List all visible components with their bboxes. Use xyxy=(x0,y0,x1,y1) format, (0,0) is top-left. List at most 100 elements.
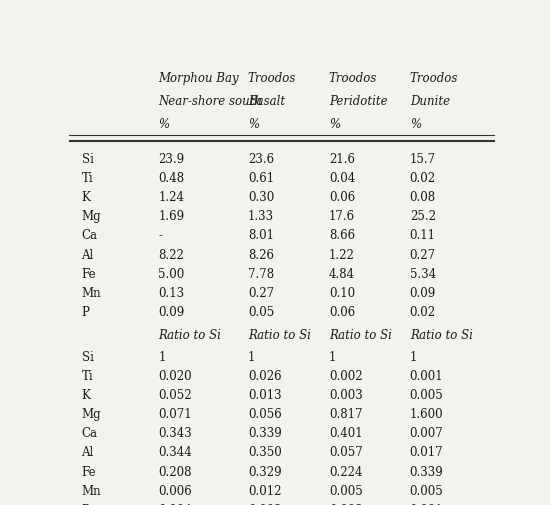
Text: 23.9: 23.9 xyxy=(158,153,184,166)
Text: 0.27: 0.27 xyxy=(248,286,274,299)
Text: 0.052: 0.052 xyxy=(158,388,192,401)
Text: 0.09: 0.09 xyxy=(410,286,436,299)
Text: 0.11: 0.11 xyxy=(410,229,436,242)
Text: 17.6: 17.6 xyxy=(329,210,355,223)
Text: 0.005: 0.005 xyxy=(410,388,443,401)
Text: Mg: Mg xyxy=(81,408,101,421)
Text: 0.002: 0.002 xyxy=(248,502,282,505)
Text: Peridotite: Peridotite xyxy=(329,95,387,108)
Text: Ratio to Si: Ratio to Si xyxy=(410,328,472,341)
Text: 25.2: 25.2 xyxy=(410,210,436,223)
Text: Ti: Ti xyxy=(81,172,93,185)
Text: 0.13: 0.13 xyxy=(158,286,184,299)
Text: 8.01: 8.01 xyxy=(248,229,274,242)
Text: P: P xyxy=(81,502,90,505)
Text: 0.026: 0.026 xyxy=(248,369,282,382)
Text: 0.020: 0.020 xyxy=(158,369,192,382)
Text: 0.06: 0.06 xyxy=(329,305,355,318)
Text: %: % xyxy=(410,117,421,130)
Text: Basalt: Basalt xyxy=(248,95,285,108)
Text: 0.006: 0.006 xyxy=(158,484,192,496)
Text: 0.401: 0.401 xyxy=(329,427,362,439)
Text: Troodos: Troodos xyxy=(410,72,458,85)
Text: 0.02: 0.02 xyxy=(410,305,436,318)
Text: 0.224: 0.224 xyxy=(329,465,362,478)
Text: 1.24: 1.24 xyxy=(158,191,184,204)
Text: 1.600: 1.600 xyxy=(410,408,443,421)
Text: Mn: Mn xyxy=(81,286,101,299)
Text: 1: 1 xyxy=(410,350,417,363)
Text: 0.329: 0.329 xyxy=(248,465,282,478)
Text: 0.001: 0.001 xyxy=(410,369,443,382)
Text: Ca: Ca xyxy=(81,427,97,439)
Text: 5.00: 5.00 xyxy=(158,267,184,280)
Text: Si: Si xyxy=(81,153,94,166)
Text: Near-shore south: Near-shore south xyxy=(158,95,262,108)
Text: Ratio to Si: Ratio to Si xyxy=(329,328,392,341)
Text: 0.005: 0.005 xyxy=(410,484,443,496)
Text: 0.056: 0.056 xyxy=(248,408,282,421)
Text: 0.09: 0.09 xyxy=(158,305,184,318)
Text: K: K xyxy=(81,388,90,401)
Text: 0.27: 0.27 xyxy=(410,248,436,261)
Text: 0.02: 0.02 xyxy=(410,172,436,185)
Text: 0.002: 0.002 xyxy=(329,369,362,382)
Text: Ratio to Si: Ratio to Si xyxy=(248,328,311,341)
Text: Si: Si xyxy=(81,350,94,363)
Text: 0.817: 0.817 xyxy=(329,408,362,421)
Text: Dunite: Dunite xyxy=(410,95,450,108)
Text: 8.66: 8.66 xyxy=(329,229,355,242)
Text: P: P xyxy=(81,305,90,318)
Text: 0.10: 0.10 xyxy=(329,286,355,299)
Text: 1.22: 1.22 xyxy=(329,248,355,261)
Text: K: K xyxy=(81,191,90,204)
Text: 0.005: 0.005 xyxy=(329,484,362,496)
Text: 0.343: 0.343 xyxy=(158,427,192,439)
Text: 0.339: 0.339 xyxy=(410,465,443,478)
Text: 0.003: 0.003 xyxy=(329,388,362,401)
Text: 0.06: 0.06 xyxy=(329,191,355,204)
Text: 21.6: 21.6 xyxy=(329,153,355,166)
Text: Al: Al xyxy=(81,248,94,261)
Text: 0.05: 0.05 xyxy=(248,305,274,318)
Text: Troodos: Troodos xyxy=(329,72,377,85)
Text: 1: 1 xyxy=(248,350,255,363)
Text: 0.003: 0.003 xyxy=(329,502,362,505)
Text: 8.26: 8.26 xyxy=(248,248,274,261)
Text: 0.013: 0.013 xyxy=(248,388,282,401)
Text: 1.69: 1.69 xyxy=(158,210,184,223)
Text: 0.08: 0.08 xyxy=(410,191,436,204)
Text: Ti: Ti xyxy=(81,369,93,382)
Text: 1: 1 xyxy=(329,350,336,363)
Text: Ratio to Si: Ratio to Si xyxy=(158,328,221,341)
Text: 0.017: 0.017 xyxy=(410,445,443,459)
Text: 1: 1 xyxy=(158,350,166,363)
Text: 8.22: 8.22 xyxy=(158,248,184,261)
Text: 0.04: 0.04 xyxy=(329,172,355,185)
Text: Fe: Fe xyxy=(81,267,96,280)
Text: -: - xyxy=(158,229,162,242)
Text: 0.344: 0.344 xyxy=(158,445,192,459)
Text: 0.30: 0.30 xyxy=(248,191,274,204)
Text: 0.208: 0.208 xyxy=(158,465,192,478)
Text: Al: Al xyxy=(81,445,94,459)
Text: 0.001: 0.001 xyxy=(410,502,443,505)
Text: 0.012: 0.012 xyxy=(248,484,281,496)
Text: 0.339: 0.339 xyxy=(248,427,282,439)
Text: 0.007: 0.007 xyxy=(410,427,443,439)
Text: %: % xyxy=(158,117,169,130)
Text: Fe: Fe xyxy=(81,465,96,478)
Text: %: % xyxy=(329,117,340,130)
Text: 5.34: 5.34 xyxy=(410,267,436,280)
Text: 0.057: 0.057 xyxy=(329,445,362,459)
Text: 4.84: 4.84 xyxy=(329,267,355,280)
Text: 15.7: 15.7 xyxy=(410,153,436,166)
Text: Mg: Mg xyxy=(81,210,101,223)
Text: %: % xyxy=(248,117,259,130)
Text: Troodos: Troodos xyxy=(248,72,296,85)
Text: 7.78: 7.78 xyxy=(248,267,274,280)
Text: 0.48: 0.48 xyxy=(158,172,184,185)
Text: 0.350: 0.350 xyxy=(248,445,282,459)
Text: 0.004: 0.004 xyxy=(158,502,192,505)
Text: 23.6: 23.6 xyxy=(248,153,274,166)
